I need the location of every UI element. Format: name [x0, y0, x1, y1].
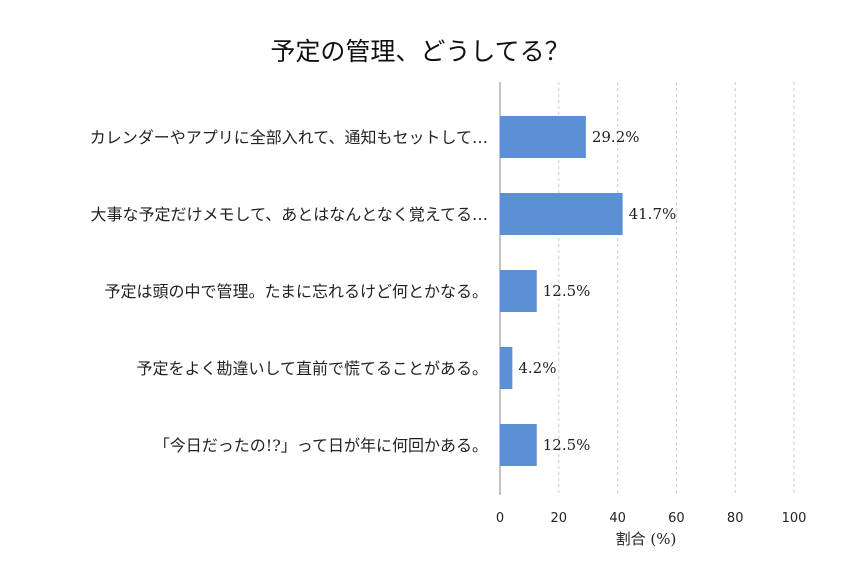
chart-title: 予定の管理、どうしてる？ [270, 37, 569, 66]
value-label: 29.2% [592, 128, 640, 146]
value-label: 12.5% [543, 282, 591, 300]
bar [500, 424, 537, 466]
category-label: 予定は頭の中で管理。たまに忘れるけど何とかなる。 [104, 282, 488, 301]
value-label: 4.2% [518, 359, 556, 377]
category-label: 大事な予定だけメモして、あとはなんとなく覚えてる… [91, 205, 488, 224]
x-tick-label: 40 [609, 511, 626, 526]
bar [500, 347, 513, 389]
category-labels: カレンダーやアプリに全部入れて、通知もセットして… 大事な予定だけメモして、あとは… [90, 128, 488, 455]
x-tick-label: 80 [727, 511, 744, 526]
value-labels: 29.2% 41.7% 12.5% 4.2% 12.5% [518, 128, 676, 454]
x-tick-label: 60 [668, 511, 685, 526]
value-label: 12.5% [543, 436, 591, 454]
bar [500, 193, 623, 235]
bar [500, 270, 537, 312]
value-label: 41.7% [629, 205, 677, 223]
category-label: 「今日だったの!?」って日が年に何回かある。 [154, 436, 488, 455]
category-label: カレンダーやアプリに全部入れて、通知もセットして… [90, 128, 488, 147]
x-tick-label: 100 [782, 511, 807, 526]
bar [500, 116, 586, 158]
x-tick-label: 0 [496, 511, 504, 526]
x-axis-ticks: 0 20 40 60 80 100 [496, 511, 807, 526]
bars [500, 116, 623, 466]
category-label: 予定をよく勘違いして直前で慌てることがある。 [136, 359, 488, 378]
x-axis-label: 割合 (%) [616, 530, 677, 548]
x-tick-label: 20 [551, 511, 568, 526]
